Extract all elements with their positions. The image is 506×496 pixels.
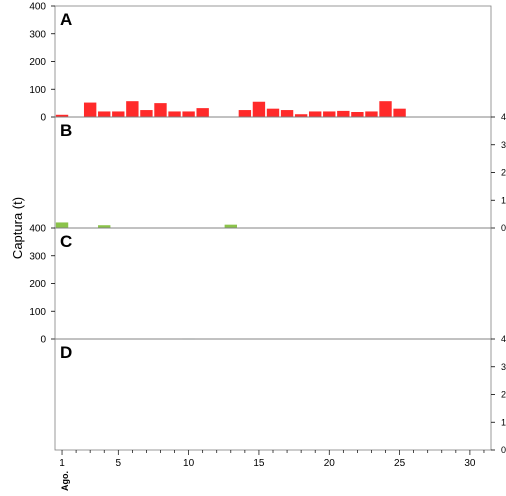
bar-A-day-7 [140,110,153,117]
bar-A-day-24 [379,101,392,117]
y-tick-label-B-0: 0 [501,223,506,233]
x-tick-label-30: 30 [464,458,476,469]
y-tick-label-C-400: 400 [29,224,46,235]
bar-A-day-11 [196,108,209,117]
bar-A-day-14 [238,110,252,117]
bar-B-day-4 [98,225,111,228]
y-tick-label-D-4: 4 [501,334,506,344]
panel-frame-D [54,338,492,451]
x-tick-label-20: 20 [324,458,336,469]
y-tick-label-C-200: 200 [29,279,46,290]
bar-A-day-25 [393,108,406,117]
panel-B: B 0 1 2 3 4 [54,112,506,233]
bar-A-day-5 [112,111,125,117]
panel-D: D 0 1 2 3 4 [54,334,506,455]
y-tick-label-D-3: 3 [501,362,506,372]
panel-frame-B [54,116,492,229]
y-tick-label-B-1: 1 [501,195,506,205]
bar-A-day-22 [351,112,364,117]
y-tick-label-D-0: 0 [501,445,506,455]
y-tick-label-B-2: 2 [501,168,506,178]
bar-B-day-13 [224,224,237,228]
bar-A-day-16 [266,108,280,117]
y-tick-label-A-400: 400 [29,2,46,13]
x-axis: 1 5 10 15 20 25 30 [59,450,485,469]
y-tick-label-A-0: 0 [40,113,46,124]
y-tick-label-B-3: 3 [501,140,506,150]
bar-A-day-4 [98,111,111,117]
bar-A-day-21 [337,110,350,117]
bar-A-day-9 [168,111,181,117]
y-tick-label-D-1: 1 [501,417,506,427]
bar-A-day-10 [182,111,195,117]
y-tick-label-C-0: 0 [40,335,46,346]
panel-C: C 0 100 200 300 400 [29,224,492,346]
x-tick-label-5: 5 [116,458,122,469]
panel-label-C: C [60,232,72,251]
bar-A-day-3 [83,102,97,117]
x-axis-month-label: Ago. [60,471,70,491]
y-tick-label-C-300: 300 [29,251,46,262]
bar-A-day-6 [126,101,139,117]
y-tick-label-A-300: 300 [29,29,46,40]
bar-A-day-19 [309,111,322,117]
panel-frame-A [54,5,492,118]
panel-label-A: A [60,10,72,29]
panel-A: A 0 100 200 300 400 [29,2,492,124]
panel-label-B: B [60,121,72,140]
chart-panels: A 0 100 200 300 400 B 0 1 2 3 4 C 0 100 200 300 400 D 0 1 2 3 4 [29,2,506,456]
bar-A-day-18 [294,114,308,117]
bar-A-day-1 [55,114,69,117]
bar-A-day-23 [365,111,378,117]
panel-frame-C [54,227,492,340]
panel-label-D: D [60,343,72,362]
y-tick-label-C-100: 100 [29,307,46,318]
x-tick-label-1: 1 [59,458,65,469]
bar-A-day-20 [323,111,336,117]
bar-A-day-17 [280,110,294,117]
y-tick-label-D-2: 2 [501,390,506,400]
y-tick-label-A-100: 100 [29,85,46,96]
y-axis-label: Captura (t) [10,197,25,259]
x-tick-label-10: 10 [183,458,195,469]
x-tick-label-25: 25 [394,458,406,469]
y-tick-label-A-200: 200 [29,57,46,68]
y-tick-label-B-4: 4 [501,112,506,122]
bar-A-day-8 [154,103,167,117]
bar-B-day-1 [55,222,69,228]
x-tick-label-15: 15 [253,458,265,469]
bar-A-day-15 [252,101,266,117]
